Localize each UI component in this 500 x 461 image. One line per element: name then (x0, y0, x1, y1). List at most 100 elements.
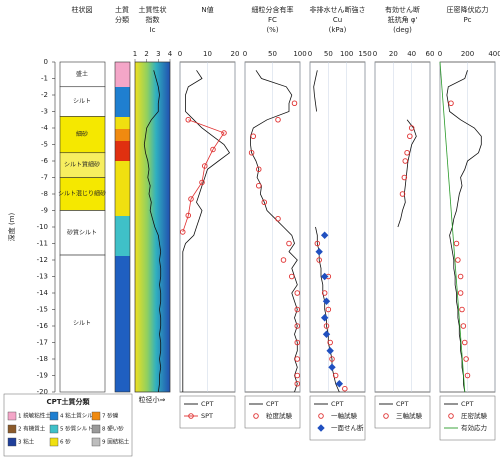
class-stripe (115, 141, 130, 161)
x-tick-label: 50 (324, 50, 333, 58)
depth-tick-label: -14 (37, 289, 49, 297)
data-point (248, 149, 255, 156)
depth-tick-label: -1 (41, 75, 48, 83)
data-point (294, 372, 301, 379)
series-line (143, 70, 162, 393)
data-point (250, 133, 256, 139)
data-point (329, 356, 335, 362)
soil-legend-swatch (49, 411, 59, 421)
panel-title: N値 (201, 5, 213, 14)
soil-legend-swatch (91, 424, 101, 434)
panel-title: (deg) (393, 26, 412, 34)
class-stripe (115, 87, 130, 117)
x-tick-label: 100 (293, 50, 306, 58)
x-tick-label: 0 (438, 50, 442, 58)
stratum-name: 盛土 (76, 70, 88, 78)
data-point (291, 100, 298, 106)
soil-legend-swatch (7, 437, 17, 447)
data-point (294, 339, 301, 346)
data-point (464, 372, 471, 379)
legend-label: 圧密試験 (461, 411, 488, 420)
data-point (407, 133, 413, 139)
data-point (185, 212, 191, 219)
stratum-name: 細砂 (76, 130, 88, 138)
stratum-name: 砂質シルト (67, 228, 97, 236)
data-point (457, 273, 464, 280)
data-point (404, 149, 410, 156)
panel-title: (%) (266, 26, 278, 34)
data-point (327, 339, 333, 346)
ic-note: 粒径小⇒ (139, 395, 166, 404)
x-tick-label: 0 (373, 50, 377, 58)
series-line (446, 70, 482, 393)
depth-tick-label: -9 (41, 207, 48, 215)
data-point (320, 231, 329, 239)
depth-tick-label: -20 (37, 388, 48, 396)
data-point (328, 363, 336, 371)
x-tick-label: 1 (133, 50, 137, 58)
data-point (294, 290, 301, 296)
class-stripe (115, 256, 130, 392)
soil-legend-label: 2 有機質土 (18, 425, 46, 433)
soil-legend-swatch (7, 424, 17, 434)
depth-label: 深度 (m) (7, 212, 16, 241)
legend-label: CPT (266, 400, 278, 408)
data-point (322, 330, 331, 338)
depth-tick-label: -19 (37, 372, 48, 380)
data-point (320, 314, 329, 322)
legend-label: 三軸試験 (396, 411, 423, 420)
ic-background (135, 62, 170, 392)
x-tick-label: 100 (340, 50, 353, 58)
stratum-name: シルト (73, 320, 91, 327)
series-line (397, 119, 417, 228)
data-point (221, 130, 227, 136)
data-point (457, 290, 464, 296)
data-point (326, 347, 334, 355)
depth-tick-label: -4 (41, 124, 49, 132)
data-point (448, 100, 454, 106)
data-point (459, 306, 465, 313)
stratum (59, 152, 106, 178)
data-point (289, 273, 295, 280)
legend-frame (179, 395, 236, 429)
data-point (408, 125, 415, 131)
data-point (315, 248, 323, 256)
legend-frame (374, 395, 431, 429)
legend-label: 有効応力 (461, 423, 487, 432)
soil-legend-label: 9 固結粘土 (102, 438, 130, 446)
depth-tick-label: -18 (37, 355, 48, 363)
data-point (210, 146, 216, 153)
depth-tick-label: -11 (37, 240, 48, 248)
data-point (316, 257, 322, 263)
series-line (439, 61, 466, 393)
data-point (188, 196, 194, 202)
class-stripe (115, 129, 130, 141)
data-point (402, 158, 409, 164)
data-point (286, 240, 292, 247)
legend-marker (317, 424, 325, 432)
depth-tick-label: -6 (41, 157, 49, 165)
data-point (179, 229, 186, 235)
panel-frame (134, 61, 171, 393)
class-frame (114, 61, 131, 393)
panel-title: 抵抗角 φ' (388, 15, 418, 24)
data-point (460, 323, 467, 329)
panel-title: FC (268, 16, 277, 24)
stratum-name: シルト混じり細砂 (58, 190, 106, 198)
data-point (185, 116, 191, 123)
stratum (59, 61, 106, 88)
x-tick-label: 3 (156, 50, 160, 58)
panel-title: Pc (463, 16, 471, 24)
panel-title: 有効せん断 (385, 5, 420, 14)
x-tick-label: 20 (231, 50, 240, 58)
soil-legend-label: 7 砂礫 (102, 412, 119, 420)
data-point (275, 116, 281, 123)
series-line (313, 70, 340, 393)
soil-legend-swatch (49, 437, 59, 447)
panel-frame (374, 61, 431, 393)
data-point (399, 191, 406, 197)
data-point (261, 199, 268, 205)
x-tick-label: 150 (358, 50, 371, 58)
stratum (59, 210, 106, 256)
panel-title: Cu (333, 16, 342, 24)
